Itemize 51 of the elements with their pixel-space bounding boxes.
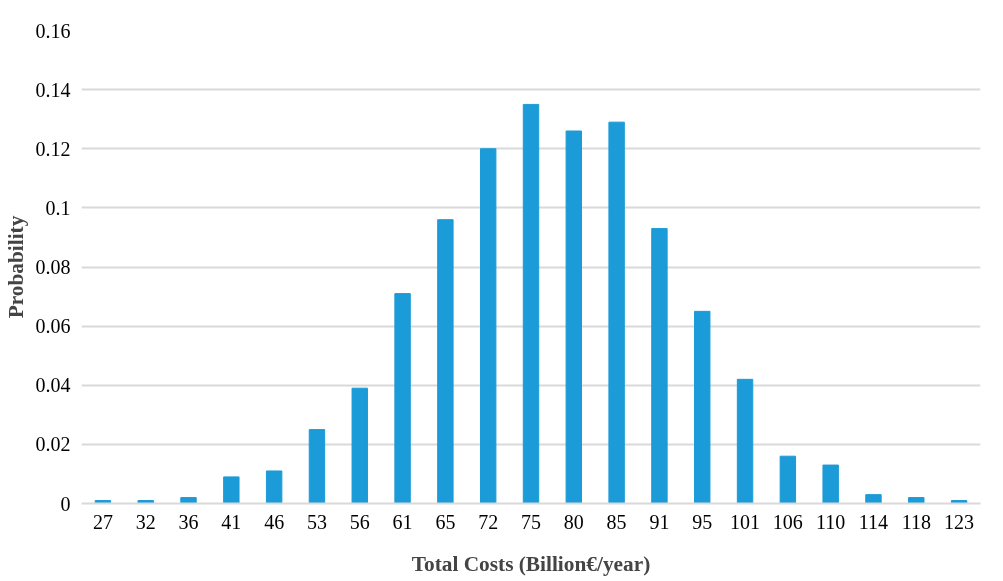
bar: [308, 429, 326, 504]
bar: [779, 455, 797, 504]
bar: [651, 228, 668, 504]
x-axis-title: Total Costs (Billion€/year): [411, 551, 651, 576]
bar: [180, 497, 197, 504]
x-tick-label: 72: [478, 510, 499, 533]
bar: [479, 148, 497, 504]
bar: [694, 310, 711, 504]
y-tick-label: 0.08: [35, 256, 71, 278]
y-tick-label: 0: [60, 492, 71, 515]
x-tick-label: 36: [178, 510, 199, 533]
bar: [565, 130, 583, 504]
x-tick-label: 56: [349, 510, 370, 533]
y-tick-label: 0.14: [35, 78, 71, 101]
x-tick-label: 106: [772, 510, 803, 533]
bar: [522, 103, 540, 504]
y-tick-label: 0.02: [35, 433, 71, 456]
x-tick-label: 110: [816, 510, 846, 533]
x-tick-label: 32: [135, 510, 156, 533]
x-tick-label: 101: [730, 510, 761, 533]
y-tick-label: 0.1: [45, 196, 71, 219]
x-tick-label: 27: [92, 510, 113, 533]
x-tick-label: 91: [649, 510, 670, 533]
bar: [608, 121, 625, 504]
x-tick-label: 118: [901, 510, 931, 533]
x-tick-label: 53: [306, 510, 327, 533]
x-tick-label: 114: [858, 510, 889, 533]
x-tick-label: 41: [221, 510, 242, 533]
bar: [394, 293, 411, 504]
y-axis-title: Probability: [3, 215, 28, 319]
bar: [351, 387, 368, 504]
x-tick-label: 85: [606, 510, 627, 533]
x-tick-label: 75: [521, 510, 541, 533]
bar: [736, 378, 754, 504]
x-tick-label: 61: [392, 510, 413, 533]
bar: [908, 497, 925, 504]
bar: [137, 500, 154, 504]
x-tick-label: 123: [944, 510, 975, 533]
bar: [223, 476, 240, 504]
bar: [265, 470, 283, 504]
y-tick-label: 0.04: [35, 374, 71, 397]
x-tick-label: 65: [435, 510, 456, 533]
x-tick-label: 80: [563, 510, 584, 533]
y-tick-label: 0.16: [35, 19, 71, 42]
x-tick-label: 46: [264, 510, 285, 533]
bar: [865, 494, 882, 504]
bar: [437, 219, 454, 504]
y-tick-label: 0.12: [35, 137, 71, 160]
x-tick-label: 95: [692, 510, 713, 533]
bar: [822, 464, 839, 504]
y-tick-label: 0.06: [35, 315, 71, 338]
